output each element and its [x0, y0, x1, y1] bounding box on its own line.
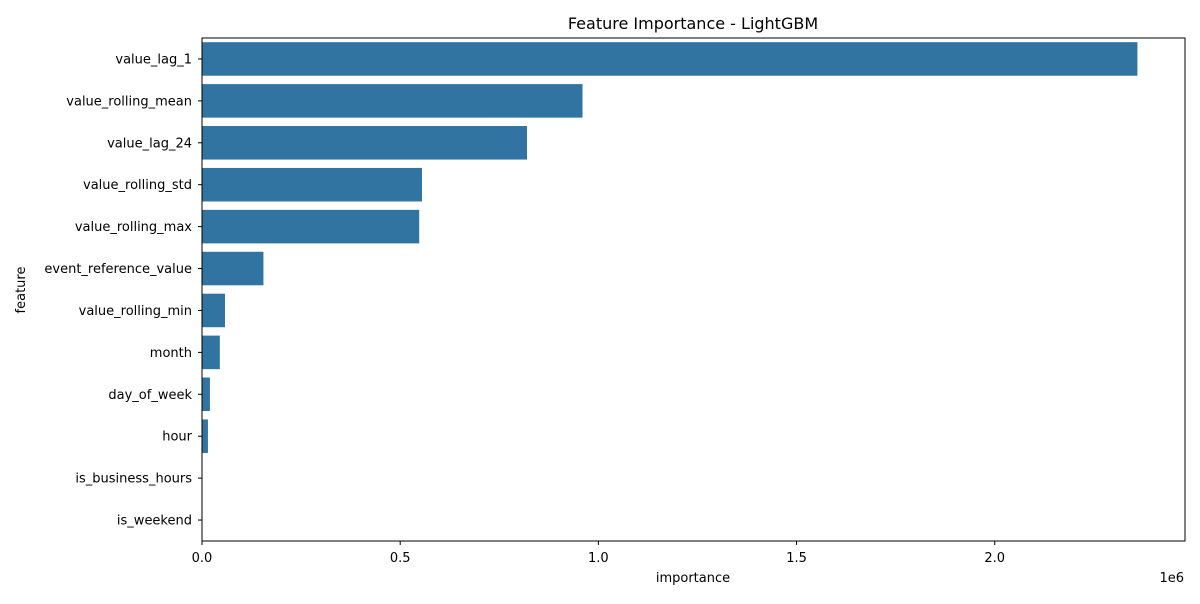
bar-value-rolling-std [202, 167, 422, 202]
x-tick-label: 1.0 [588, 551, 609, 566]
chart-title: Feature Importance - LightGBM [568, 14, 818, 33]
x-tick-label: 2.0 [984, 551, 1005, 566]
y-tick-label: event_reference_value [44, 262, 192, 277]
y-tick-label: is_weekend [117, 514, 192, 529]
x-tick-label: 0.5 [390, 551, 411, 566]
x-tick-label: 1.5 [786, 551, 807, 566]
y-tick-label: is_business_hours [75, 472, 192, 487]
x-tick-label: 0.0 [192, 551, 213, 566]
y-tick-label: value_rolling_max [75, 220, 192, 235]
y-tick-label: value_lag_24 [107, 136, 192, 151]
y-ticks-layer: value_lag_1 value_rolling_mean value_lag_2… [44, 52, 202, 529]
y-tick-label: value_rolling_mean [66, 94, 192, 109]
bar-value-rolling-mean [202, 84, 583, 118]
bars-layer [202, 42, 1138, 453]
x-ticks-layer: 0.0 0.5 1.0 1.5 2.0 [192, 541, 1005, 566]
x-offset-label: 1e6 [1159, 571, 1184, 586]
bar-event-reference-value [202, 251, 264, 286]
y-tick-label: month [150, 346, 192, 361]
bar-value-lag-1 [202, 42, 1138, 76]
y-axis-label: feature [14, 267, 29, 314]
y-tick-label: value_rolling_std [83, 178, 192, 193]
y-tick-label: value_rolling_min [79, 304, 192, 319]
y-tick-label: value_lag_1 [115, 52, 192, 67]
bar-day-of-week [202, 377, 210, 412]
y-tick-label: day_of_week [108, 388, 192, 403]
bar-value-rolling-min [202, 293, 225, 328]
bar-value-lag-24 [202, 126, 528, 160]
bar-hour [202, 419, 208, 453]
bar-value-rolling-max [202, 209, 420, 244]
y-tick-label: hour [162, 430, 192, 445]
plot-frame [201, 37, 1186, 542]
bar-month [202, 335, 220, 370]
x-axis-label: importance [656, 571, 730, 586]
